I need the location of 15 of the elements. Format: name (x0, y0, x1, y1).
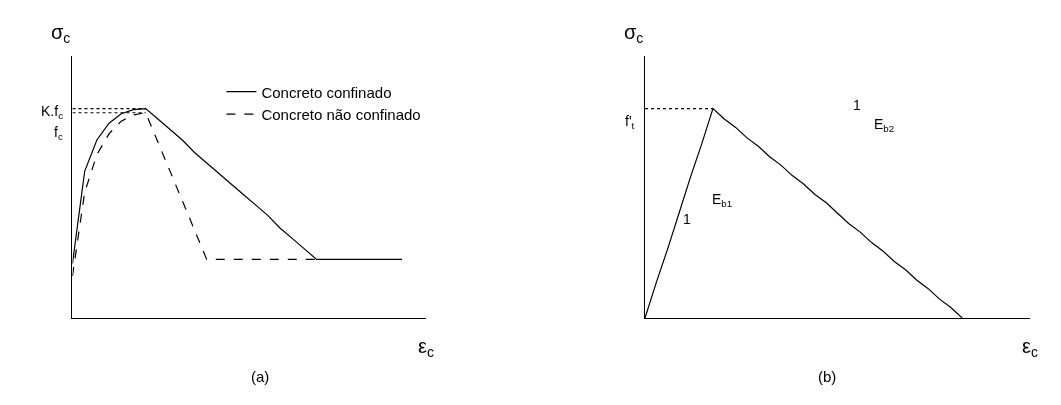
x-axis-title: ε$_{c}$ (418, 335, 434, 361)
text: f$_{c}$ (54, 124, 63, 142)
legend-label: Concreto confinado (261, 83, 392, 101)
text: (a) (251, 368, 270, 385)
text: (b) (818, 368, 837, 385)
annotation: E$_{b2}$ (874, 116, 895, 134)
annotation: E$_{b1}$ (712, 191, 733, 209)
text: f'$_{t}$ (625, 113, 635, 131)
y-axis-title: σ$_{c}$ (624, 21, 644, 47)
x-axis-title: ε$_{c}$ (1022, 335, 1038, 361)
y-axis-title: σ$_{c}$ (51, 21, 71, 47)
legend-label: Concreto não confinado (261, 106, 421, 124)
annotation: 1 (853, 97, 861, 113)
annotation: 1 (683, 211, 691, 227)
text: K.f$_{c}$ (41, 103, 64, 121)
